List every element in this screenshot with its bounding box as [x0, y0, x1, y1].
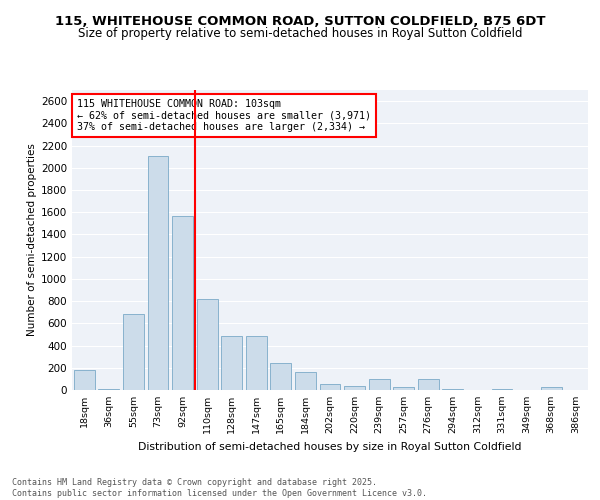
Text: Size of property relative to semi-detached houses in Royal Sutton Coldfield: Size of property relative to semi-detach…: [78, 28, 522, 40]
Text: 115 WHITEHOUSE COMMON ROAD: 103sqm
← 62% of semi-detached houses are smaller (3,: 115 WHITEHOUSE COMMON ROAD: 103sqm ← 62%…: [77, 99, 371, 132]
Bar: [197, 299, 218, 390]
Bar: [442, 389, 463, 390]
Bar: [344, 386, 365, 390]
Text: 115, WHITEHOUSE COMMON ROAD, SUTTON COLDFIELD, B75 6DT: 115, WHITEHOUSE COMMON ROAD, SUTTON COLD…: [55, 15, 545, 28]
X-axis label: Distribution of semi-detached houses by size in Royal Sutton Coldfield: Distribution of semi-detached houses by …: [138, 442, 522, 452]
Bar: [74, 370, 95, 390]
Bar: [320, 384, 340, 390]
Bar: [541, 386, 562, 390]
Bar: [246, 336, 267, 390]
Bar: [393, 386, 414, 390]
Bar: [418, 379, 439, 390]
Bar: [368, 380, 389, 390]
Bar: [123, 314, 144, 390]
Bar: [271, 364, 292, 390]
Bar: [148, 156, 169, 390]
Text: Contains HM Land Registry data © Crown copyright and database right 2025.
Contai: Contains HM Land Registry data © Crown c…: [12, 478, 427, 498]
Bar: [172, 216, 193, 390]
Y-axis label: Number of semi-detached properties: Number of semi-detached properties: [27, 144, 37, 336]
Bar: [221, 336, 242, 390]
Bar: [295, 372, 316, 390]
